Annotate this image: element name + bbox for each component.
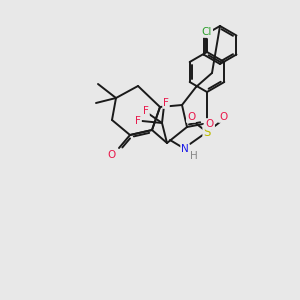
Text: O: O bbox=[219, 112, 227, 122]
Text: H: H bbox=[190, 151, 198, 161]
Text: N: N bbox=[181, 144, 189, 154]
Text: O: O bbox=[206, 119, 214, 129]
Text: F: F bbox=[135, 116, 141, 126]
Text: Cl: Cl bbox=[202, 27, 212, 37]
Text: O: O bbox=[108, 150, 116, 160]
Text: O: O bbox=[187, 112, 195, 122]
Text: S: S bbox=[203, 125, 211, 139]
Text: F: F bbox=[163, 98, 169, 108]
Text: F: F bbox=[143, 106, 149, 116]
